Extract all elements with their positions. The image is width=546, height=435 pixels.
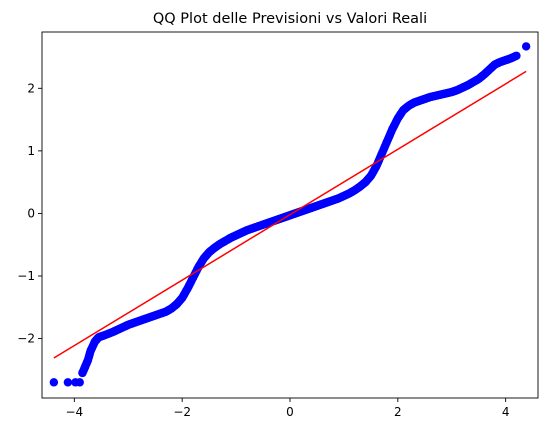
y-tick-label: 1 — [27, 144, 35, 158]
x-tick-label: −2 — [173, 405, 191, 419]
y-tick-label: 2 — [27, 81, 35, 95]
qq-point — [521, 42, 531, 51]
y-tick-label: −2 — [17, 332, 35, 346]
qq-point — [75, 378, 84, 387]
x-tick-label: 2 — [394, 405, 402, 419]
y-tick-label: −1 — [17, 269, 35, 283]
reference-line — [53, 70, 527, 359]
chart-title: QQ Plot delle Previsioni vs Valori Reali — [153, 11, 427, 27]
y-axis: −2 −1 0 1 2 — [17, 81, 42, 346]
x-tick-label: 0 — [286, 405, 294, 419]
qq-point — [63, 378, 73, 387]
x-tick-label: 4 — [502, 405, 510, 419]
x-tick-label: −4 — [65, 405, 83, 419]
qq-point — [49, 378, 59, 387]
plot-area — [49, 42, 531, 387]
qq-point — [511, 51, 520, 61]
x-axis: −4 −2 0 2 4 — [65, 398, 509, 419]
y-tick-label: 0 — [27, 206, 35, 220]
